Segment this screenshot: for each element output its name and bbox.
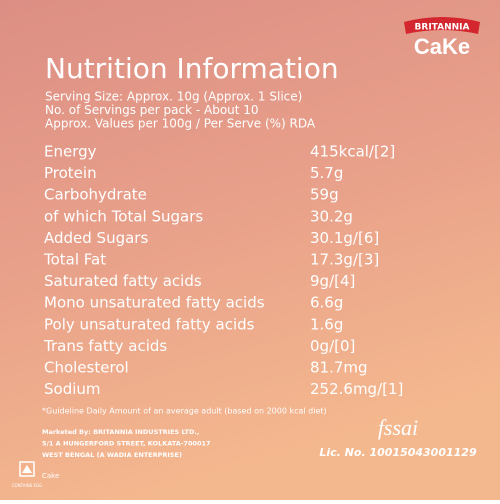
nutrient-name: Sodium bbox=[44, 380, 101, 398]
nutrient-value: 17.3g/[3] bbox=[310, 251, 379, 269]
nutrient-name: Carbohydrate bbox=[44, 186, 147, 204]
marketed-line: 5/1 A HUNGERFORD STREET, KOLKATA-700017 bbox=[42, 440, 211, 448]
product-name: Cake bbox=[42, 472, 59, 480]
egg-text: CONTAINS EGG bbox=[12, 483, 43, 488]
nutrient-name: Saturated fatty acids bbox=[44, 272, 202, 290]
fssai-logo: fssai bbox=[378, 415, 418, 440]
nutrient-name: Added Sugars bbox=[44, 229, 148, 247]
brand-logo: BRITANNIA CaKe bbox=[404, 17, 480, 59]
nutrient-value: 81.7mg bbox=[310, 359, 368, 377]
serving-line: Serving Size: Approx. 10g (Approx. 1 Sli… bbox=[45, 90, 302, 104]
marketed-line: WEST BENGAL (A WADIA ENTERPRISE) bbox=[42, 451, 182, 459]
nutrient-name: Cholesterol bbox=[44, 359, 129, 377]
egg-triangle bbox=[22, 465, 32, 473]
egg-mark: CONTAINS EGG bbox=[12, 461, 43, 488]
product-logo: CaKe bbox=[414, 34, 470, 59]
nutrient-name: Total Fat bbox=[43, 251, 106, 269]
nutrient-value: 30.2g bbox=[310, 207, 353, 225]
nutrient-value: 415kcal/[2] bbox=[310, 143, 395, 161]
serving-info: Serving Size: Approx. 10g (Approx. 1 Sli… bbox=[45, 90, 316, 131]
nutrient-value: 6.6g bbox=[310, 294, 343, 312]
license-number: Lic. No. 10015043001129 bbox=[319, 446, 477, 459]
nutrient-value: 59g bbox=[310, 186, 339, 204]
footnote: *Guideline Daily Amount of an average ad… bbox=[42, 407, 327, 416]
nutrient-value: 9g/[4] bbox=[310, 272, 355, 290]
nutrient-name: Mono unsaturated fatty acids bbox=[44, 294, 265, 312]
nutrition-table: Energy 415kcal/[2] Protein 5.7g Carbohydrate… bbox=[43, 143, 403, 399]
marketed-by: Marketed By: BRITANNIA INDUSTRIES LTD., 5… bbox=[42, 428, 211, 459]
brand-name: BRITANNIA bbox=[415, 23, 470, 33]
marketed-line: Marketed By: BRITANNIA INDUSTRIES LTD., bbox=[42, 428, 199, 436]
logo-banner bbox=[404, 17, 480, 34]
serving-line: No. of Servings per pack - About 10 bbox=[45, 103, 259, 117]
nutrient-name: Poly unsaturated fatty acids bbox=[44, 315, 255, 333]
serving-line: Approx. Values per 100g / Per Serve (%) … bbox=[45, 117, 316, 131]
nutrient-value: 1.6g bbox=[310, 315, 343, 333]
title: Nutrition Information bbox=[45, 52, 339, 85]
nutrient-name: Protein bbox=[44, 164, 97, 182]
nutrient-value: 0g/[0] bbox=[310, 337, 355, 355]
nutrient-name: of which Total Sugars bbox=[44, 207, 203, 225]
nutrient-name: Trans fatty acids bbox=[43, 337, 167, 355]
egg-box bbox=[19, 461, 35, 477]
nutrient-value: 252.6mg/[1] bbox=[310, 380, 403, 398]
nutrient-value: 30.1g/[6] bbox=[310, 229, 379, 247]
nutrient-name: Energy bbox=[44, 143, 97, 161]
nutrient-value: 5.7g bbox=[310, 164, 343, 182]
